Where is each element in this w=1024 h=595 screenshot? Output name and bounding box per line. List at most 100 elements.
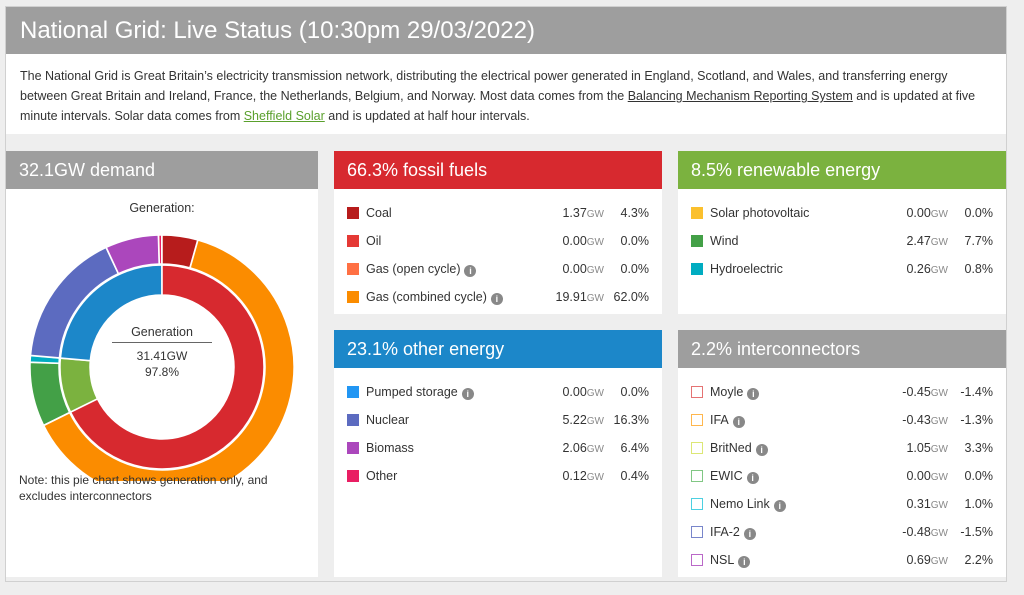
source-value: -0.48GW — [902, 518, 948, 548]
fossil-fuels-list: Coal 1.37GW 4.3% Oil 0.00GW 0.0% Gas (open cyc… — [334, 189, 662, 311]
unit-label: GW — [586, 472, 604, 483]
source-label: Biomass — [366, 434, 414, 462]
source-label-text: Wind — [710, 234, 739, 248]
unit-label: GW — [930, 500, 948, 511]
donut-slice-other — [157, 234, 163, 265]
color-swatch — [347, 442, 359, 454]
source-value: 0.31GW — [906, 490, 948, 520]
intro-text: The National Grid is Great Britain’s ele… — [6, 54, 1006, 134]
source-label-text: IFA — [710, 413, 729, 427]
color-swatch — [347, 386, 359, 398]
source-row-ifa-2: IFA-2 i -0.48GW -1.5% — [678, 518, 1006, 546]
unit-label: GW — [586, 388, 604, 399]
info-icon[interactable]: i — [755, 444, 768, 456]
source-row-nuclear: Nuclear 5.22GW 16.3% — [334, 406, 662, 434]
source-percent: 0.8% — [964, 262, 994, 276]
source-label-text: Solar photovoltaic — [710, 206, 810, 220]
page-title: National Grid: Live Status (10:30pm 29/0… — [6, 7, 1006, 54]
source-row-britned: BritNed i 1.05GW 3.3% — [678, 434, 1006, 462]
source-row-gas-combined-cycle: Gas (combined cycle) i 19.91GW 62.0% — [334, 283, 662, 311]
source-label-text: Pumped storage — [366, 385, 458, 399]
source-row-hydroelectric: Hydroelectric 0.26GW 0.8% — [678, 255, 1006, 283]
unit-label: GW — [930, 237, 948, 248]
source-value-number: -0.48 — [902, 525, 931, 539]
source-label: IFA-2 i — [710, 518, 756, 546]
unit-label: GW — [930, 265, 948, 276]
source-label-text: Nuclear — [366, 413, 410, 427]
unit-label: GW — [586, 293, 604, 304]
source-value: -0.45GW — [902, 378, 948, 408]
intro-text-part-2: and is updated at five minute intervals.… — [20, 89, 976, 123]
source-row-biomass: Biomass 2.06GW 6.4% — [334, 434, 662, 462]
unit-label: GW — [930, 416, 948, 427]
source-value: 0.12GW — [562, 462, 604, 492]
source-value-number: 5.22 — [562, 413, 587, 427]
source-label-text: Coal — [366, 206, 392, 220]
source-percent: 0.0% — [620, 385, 650, 399]
info-icon[interactable]: i — [747, 388, 760, 400]
donut-center-value: 31.41GW — [136, 349, 188, 363]
color-swatch — [691, 386, 703, 398]
color-swatch — [347, 263, 359, 275]
source-label: BritNed i — [710, 434, 768, 462]
source-value-number: 19.91 — [555, 290, 587, 304]
renewable-energy-list: Solar photovoltaic 0.00GW 0.0% Wind 2.47GW 7.… — [678, 189, 1006, 283]
source-row-pumped-storage: Pumped storage i 0.00GW 0.0% — [334, 378, 662, 406]
color-swatch — [691, 442, 703, 454]
source-label: Nemo Link i — [710, 490, 786, 518]
source-value-number: 2.06 — [562, 441, 587, 455]
source-row-solar-photovoltaic: Solar photovoltaic 0.00GW 0.0% — [678, 199, 1006, 227]
source-label: IFA i — [710, 406, 745, 434]
info-icon[interactable]: i — [743, 528, 756, 540]
source-value-number: 0.69 — [906, 553, 931, 567]
info-icon[interactable]: i — [738, 556, 751, 568]
source-percent: 1.0% — [964, 497, 994, 511]
source-label-text: Moyle — [710, 385, 744, 399]
unit-label: GW — [586, 237, 604, 248]
color-swatch — [691, 470, 703, 482]
source-label-text: Hydroelectric — [710, 262, 783, 276]
source-row-ifa: IFA i -0.43GW -1.3% — [678, 406, 1006, 434]
fossil-fuels-title: 66.3% fossil fuels — [334, 151, 662, 189]
source-label-text: EWIC — [710, 469, 743, 483]
unit-label: GW — [930, 528, 948, 539]
source-label-text: BritNed — [710, 441, 752, 455]
color-swatch — [347, 207, 359, 219]
source-value-number: 0.00 — [562, 385, 587, 399]
info-icon[interactable]: i — [461, 388, 474, 400]
sheffield-solar-link[interactable]: Sheffield Solar — [243, 109, 325, 123]
info-icon[interactable]: i — [773, 500, 786, 512]
source-percent: -1.4% — [960, 385, 993, 399]
renewable-energy-panel: 8.5% renewable energy Solar photovoltaic… — [678, 151, 1006, 314]
source-value-number: 0.00 — [562, 234, 587, 248]
source-percent: 0.0% — [620, 234, 650, 248]
source-value-number: 0.31 — [906, 497, 931, 511]
source-percent: 0.0% — [964, 469, 994, 483]
donut-center-label: Generation — [112, 325, 212, 343]
source-row-oil: Oil 0.00GW 0.0% — [334, 227, 662, 255]
generation-donut-chart — [29, 234, 295, 481]
source-value: 0.00GW — [562, 255, 604, 285]
source-value: 0.00GW — [906, 462, 948, 492]
source-value-number: 1.05 — [906, 441, 931, 455]
source-percent: -1.5% — [960, 525, 993, 539]
info-icon[interactable]: i — [732, 416, 745, 428]
unit-label: GW — [930, 388, 948, 399]
bmrs-link[interactable]: Balancing Mechanism Reporting System — [627, 89, 853, 103]
unit-label: GW — [930, 556, 948, 567]
source-percent: 62.0% — [613, 290, 649, 304]
source-percent: 0.0% — [620, 262, 650, 276]
info-icon[interactable]: i — [464, 265, 477, 277]
source-label: Gas (open cycle) i — [366, 255, 477, 283]
source-value-number: 0.00 — [906, 206, 931, 220]
source-value-number: 0.12 — [562, 469, 587, 483]
source-value: 0.00GW — [562, 378, 604, 408]
info-icon[interactable]: i — [490, 293, 503, 305]
other-energy-panel: 23.1% other energy Pumped storage i 0.00GW… — [334, 330, 662, 577]
source-label-text: NSL — [710, 553, 735, 567]
donut-center: Generation 31.41GW 97.8% — [112, 325, 212, 380]
info-icon[interactable]: i — [746, 472, 759, 484]
source-value: 0.26GW — [906, 255, 948, 285]
unit-label: GW — [586, 444, 604, 455]
source-value-number: 0.00 — [562, 262, 587, 276]
